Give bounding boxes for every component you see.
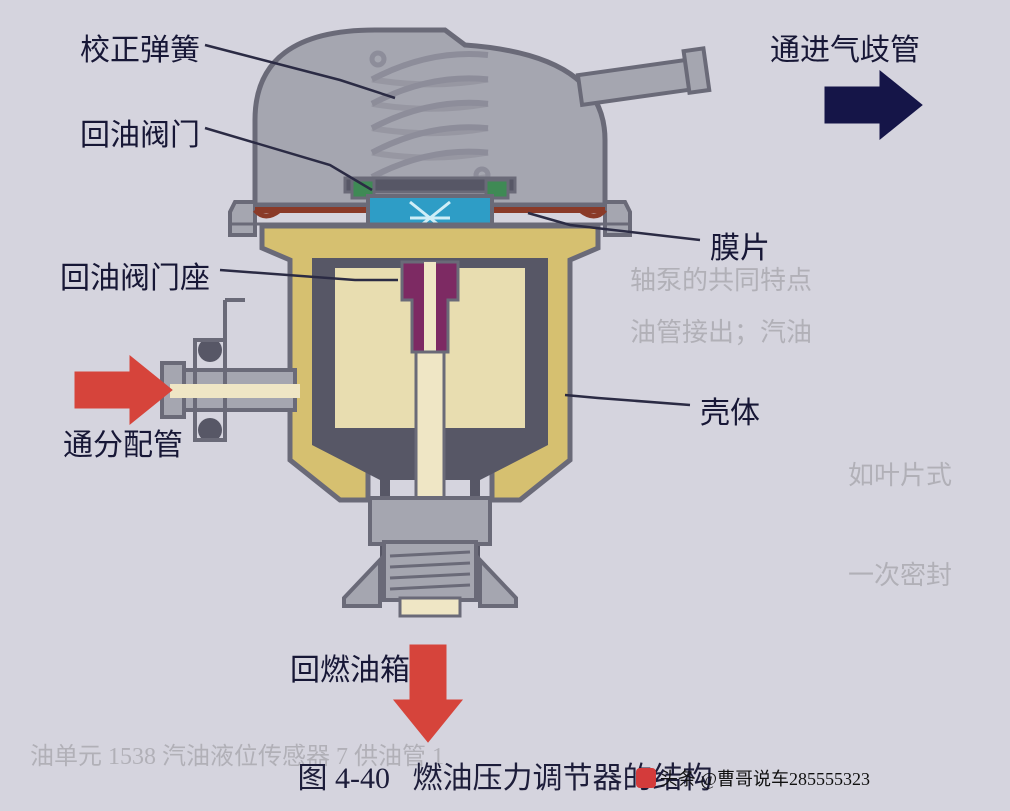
regulator-diagram bbox=[0, 0, 1010, 811]
